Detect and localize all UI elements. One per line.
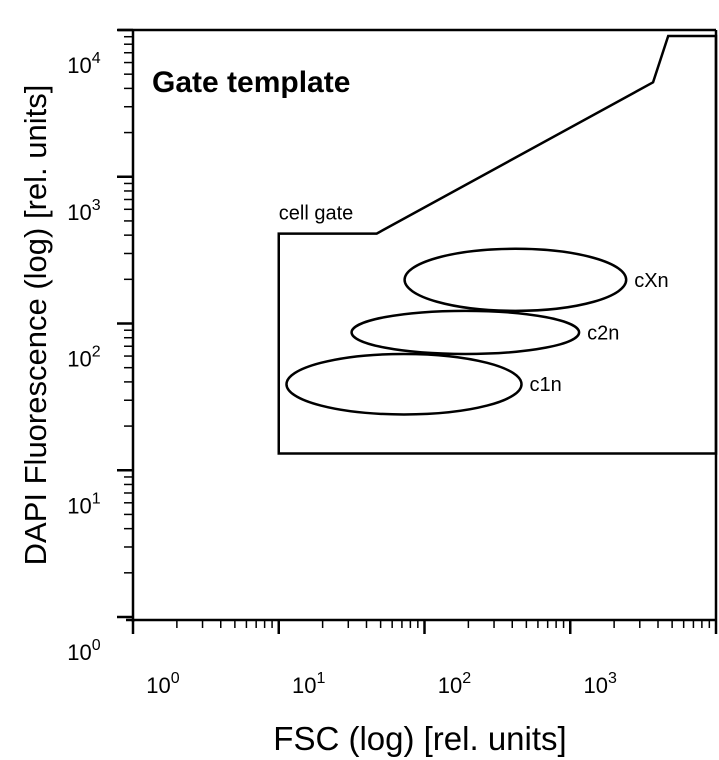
x-tick-label: 101 — [292, 670, 325, 698]
y-tick-label: 103 — [67, 197, 100, 225]
subpopulation-label: c1n — [530, 374, 562, 396]
axes-frame — [118, 28, 718, 622]
x-tick-label: 100 — [146, 670, 179, 698]
chart-title: Gate template — [152, 66, 350, 99]
y-axis-label: DAPI Fluorescence (log) [rel. units] — [18, 85, 53, 566]
gate-label: cell gate — [279, 203, 354, 225]
subpopulation-gate — [285, 352, 523, 416]
x-tick-label: 102 — [438, 670, 471, 698]
y-tick-label: 104 — [67, 50, 100, 78]
y-tick-label: 102 — [67, 344, 100, 372]
subpopulation-label: c2n — [587, 322, 619, 344]
subpopulation-gate — [350, 309, 581, 356]
y-tick-label: 100 — [67, 637, 100, 665]
y-tick-label: 101 — [67, 490, 100, 518]
subpopulation-gate — [403, 247, 628, 313]
cell-gate — [277, 34, 718, 455]
subpopulation-label: cXn — [634, 270, 668, 292]
x-axis-label: FSC (log) [rel. units] — [273, 720, 566, 757]
x-tick-label: 103 — [584, 670, 617, 698]
